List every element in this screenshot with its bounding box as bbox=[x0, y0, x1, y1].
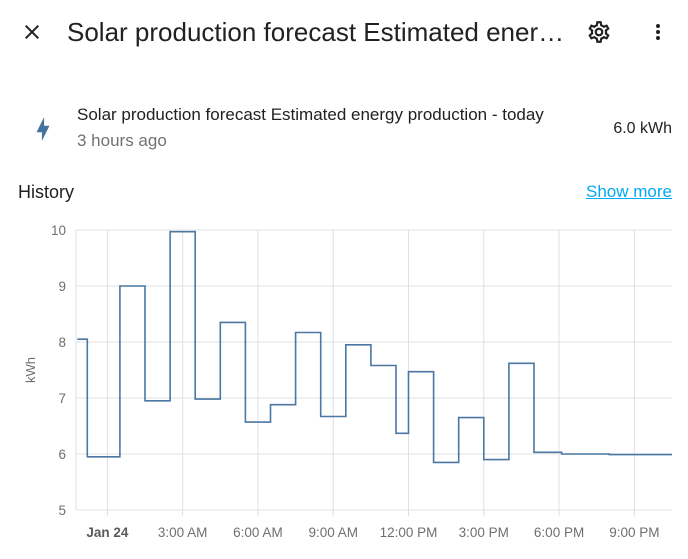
entity-name: Solar production forecast Estimated ener… bbox=[77, 105, 544, 124]
x-tick-label: 3:00 AM bbox=[158, 525, 208, 540]
gear-icon bbox=[588, 21, 610, 43]
more-options-button[interactable] bbox=[638, 11, 678, 53]
close-icon bbox=[25, 25, 39, 39]
y-tick-label: 9 bbox=[58, 279, 66, 294]
y-tick-label: 8 bbox=[58, 335, 66, 350]
more-vertical-icon bbox=[656, 24, 660, 40]
y-tick-label: 5 bbox=[58, 503, 66, 518]
history-title: History bbox=[18, 182, 75, 202]
lightning-bolt-icon bbox=[36, 117, 50, 141]
history-chart[interactable]: 5 6 7 8 9 10 Jan 24 3:00 AM 6:00 AM 9:00 AM 12:00 … bbox=[0, 210, 688, 559]
y-axis-title: kWh bbox=[23, 357, 38, 383]
entity-last-changed: 3 hours ago bbox=[77, 131, 167, 150]
entity-state: 6.0 kWh bbox=[613, 120, 672, 137]
x-tick-label: 12:00 PM bbox=[380, 525, 438, 540]
dialog-header: Solar production forecast Estimated ener… bbox=[0, 0, 688, 64]
x-tick-label: 9:00 PM bbox=[609, 525, 659, 540]
x-tick-label: 9:00 AM bbox=[308, 525, 358, 540]
series-line bbox=[77, 230, 672, 464]
x-tick-label: 6:00 AM bbox=[233, 525, 283, 540]
x-tick-label: Jan 24 bbox=[86, 525, 129, 540]
y-tick-label: 6 bbox=[58, 447, 66, 462]
dialog-title: Solar production forecast Estimated ener… bbox=[67, 17, 567, 47]
x-tick-label: 3:00 PM bbox=[459, 525, 509, 540]
x-tick-label: 6:00 PM bbox=[534, 525, 584, 540]
entity-row: Solar production forecast Estimated ener… bbox=[0, 96, 688, 160]
y-tick-label: 7 bbox=[58, 391, 66, 406]
y-tick-label: 10 bbox=[51, 223, 66, 238]
show-more-link[interactable]: Show more bbox=[586, 182, 672, 201]
settings-button[interactable] bbox=[578, 11, 620, 53]
close-button[interactable] bbox=[12, 12, 52, 52]
